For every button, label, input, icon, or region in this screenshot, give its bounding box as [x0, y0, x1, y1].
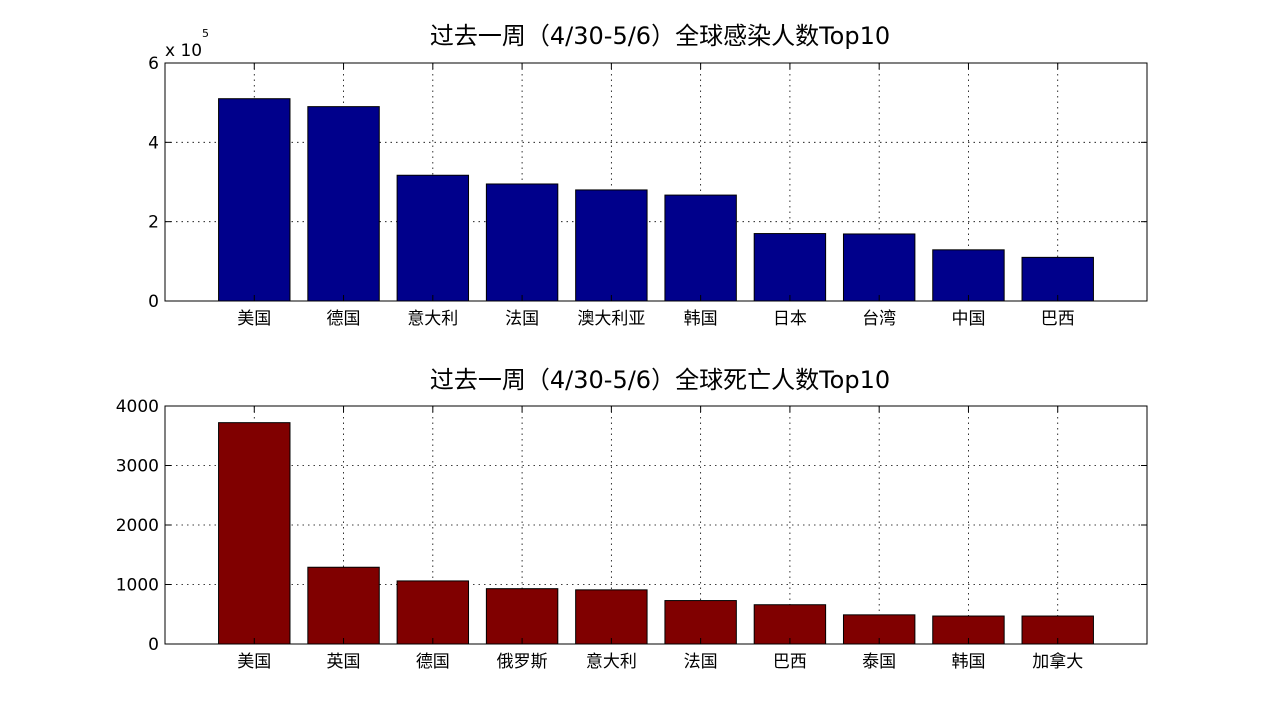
x-tick-label: 美国 [237, 652, 271, 672]
x-tick-label: 中国 [951, 309, 985, 329]
chart-title: 过去一周（4/30-5/6）全球死亡人数Top10 [430, 366, 890, 394]
y-tick-label: 1000 [116, 576, 159, 596]
y-multiplier-exponent: 5 [202, 27, 209, 40]
x-tick-label: 巴西 [773, 652, 807, 672]
x-tick-label: 韩国 [951, 652, 985, 672]
bar [485, 183, 559, 302]
x-tick-label: 法国 [684, 652, 718, 672]
y-tick-label: 0 [148, 292, 159, 312]
bar [307, 566, 380, 645]
x-tick-label: 加拿大 [1032, 651, 1083, 672]
x-tick-label: 法国 [505, 309, 539, 329]
bar [575, 189, 648, 302]
bar [753, 604, 827, 645]
y-tick-label: 3000 [116, 457, 159, 477]
x-tick-label: 英国 [327, 652, 361, 672]
bar [753, 233, 827, 302]
infection-chart: 过去一周（4/30-5/6）全球感染人数Top10 0 2 4 6 美国 德国 意大利 法国… [148, 22, 1148, 329]
y-tick-label: 0 [148, 635, 159, 655]
y-tick-label: 4 [148, 133, 159, 153]
x-tick-label: 德国 [327, 309, 361, 329]
bar [307, 106, 380, 302]
bar [218, 422, 291, 645]
bar [218, 98, 291, 302]
x-tick-label: 韩国 [684, 309, 718, 329]
x-tick-label: 台湾 [862, 309, 896, 329]
plot-frame [164, 62, 1148, 302]
bar [842, 233, 916, 302]
y-tick-label: 2 [148, 213, 159, 233]
bar [932, 249, 1005, 302]
bar [396, 174, 470, 302]
x-tick-label: 日本 [773, 309, 807, 329]
y-tick-label: 4000 [116, 397, 159, 417]
y-tick-label: 6 [148, 54, 159, 74]
x-tick-label: 意大利 [407, 309, 458, 329]
death-chart: 过去一周（4/30-5/6）全球死亡人数Top10 0 1000 2000 3000 4… [116, 366, 1148, 672]
bar [575, 589, 648, 645]
x-tick-label: 泰国 [862, 652, 896, 672]
bar [396, 580, 470, 645]
x-tick-label: 巴西 [1041, 309, 1075, 329]
x-tick-label: 德国 [416, 652, 450, 672]
x-tick-label: 意大利 [586, 652, 637, 672]
x-tick-label: 澳大利亚 [577, 309, 645, 329]
bar [1021, 256, 1094, 302]
x-tick-label: 美国 [237, 309, 271, 329]
bar [485, 588, 559, 645]
y-multiplier-label: x 10 [165, 41, 202, 61]
x-tick-label: 俄罗斯 [497, 652, 548, 672]
y-tick-label: 2000 [116, 516, 159, 536]
bar [664, 194, 737, 302]
bar [664, 600, 737, 645]
chart-title: 过去一周（4/30-5/6）全球感染人数Top10 [430, 22, 890, 50]
